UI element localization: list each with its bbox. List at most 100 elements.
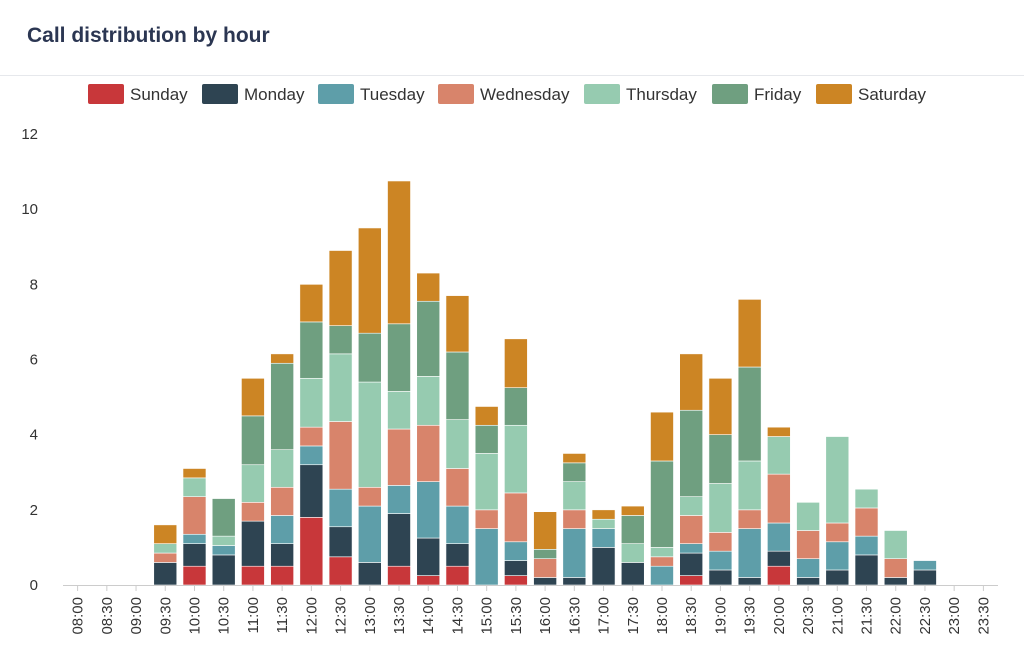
bar-stack-1600[interactable]	[533, 511, 557, 586]
bar-segment-thursday[interactable]	[387, 391, 411, 430]
legend-item-monday[interactable]: Monday	[202, 84, 305, 104]
bar-segment-wednesday[interactable]	[796, 530, 820, 559]
bar-stack-0930[interactable]	[153, 524, 178, 586]
bar-stack-1800[interactable]	[650, 411, 674, 586]
bar-segment-tuesday[interactable]	[591, 528, 616, 548]
bar-segment-friday[interactable]	[708, 434, 733, 484]
bar-segment-sunday[interactable]	[299, 517, 324, 586]
bar-segment-thursday[interactable]	[153, 543, 178, 554]
bar-segment-friday[interactable]	[328, 325, 353, 355]
bar-segment-thursday[interactable]	[737, 460, 762, 511]
bar-segment-tuesday[interactable]	[299, 445, 324, 466]
bar-segment-sunday[interactable]	[270, 565, 294, 586]
bar-segment-tuesday[interactable]	[913, 560, 937, 571]
bar-segment-thursday[interactable]	[591, 518, 616, 529]
bar-stack-2230[interactable]	[913, 560, 937, 586]
legend-item-tuesday[interactable]: Tuesday	[318, 84, 425, 104]
bar-segment-saturday[interactable]	[591, 509, 616, 520]
bar-stack-1730[interactable]	[620, 505, 645, 586]
bar-segment-saturday[interactable]	[708, 377, 733, 435]
bar-segment-wednesday[interactable]	[270, 486, 294, 516]
bar-stack-2000[interactable]	[767, 426, 791, 586]
bar-segment-saturday[interactable]	[299, 284, 324, 323]
bar-segment-wednesday[interactable]	[474, 509, 499, 529]
bar-segment-sunday[interactable]	[241, 565, 265, 586]
bar-segment-tuesday[interactable]	[854, 535, 879, 556]
bar-segment-wednesday[interactable]	[182, 496, 207, 535]
bar-segment-monday[interactable]	[883, 577, 908, 586]
bar-segment-thursday[interactable]	[416, 376, 441, 426]
bar-segment-tuesday[interactable]	[650, 565, 674, 586]
bar-segment-tuesday[interactable]	[767, 522, 791, 552]
bar-stack-1330[interactable]	[387, 180, 411, 586]
bar-segment-sunday[interactable]	[445, 565, 470, 586]
bar-segment-friday[interactable]	[416, 300, 441, 377]
bar-segment-thursday[interactable]	[445, 419, 470, 469]
bar-segment-wednesday[interactable]	[416, 424, 441, 482]
bar-segment-sunday[interactable]	[387, 565, 411, 586]
bar-segment-monday[interactable]	[299, 464, 324, 518]
bar-segment-friday[interactable]	[299, 321, 324, 379]
bar-segment-thursday[interactable]	[474, 453, 499, 511]
bar-segment-thursday[interactable]	[708, 483, 733, 533]
bar-segment-wednesday[interactable]	[387, 428, 411, 486]
bar-segment-friday[interactable]	[387, 323, 411, 392]
bar-segment-thursday[interactable]	[357, 381, 382, 488]
bar-stack-1400[interactable]	[416, 272, 441, 586]
bar-segment-friday[interactable]	[533, 548, 557, 559]
bar-segment-saturday[interactable]	[562, 453, 587, 464]
bar-segment-saturday[interactable]	[241, 377, 265, 417]
bar-stack-1030[interactable]	[211, 498, 236, 586]
bar-segment-thursday[interactable]	[270, 449, 294, 488]
bar-segment-wednesday[interactable]	[357, 486, 382, 507]
bar-segment-friday[interactable]	[474, 424, 499, 454]
bar-segment-friday[interactable]	[357, 332, 382, 383]
bar-segment-tuesday[interactable]	[182, 533, 207, 544]
bar-stack-1430[interactable]	[445, 295, 470, 586]
bar-segment-wednesday[interactable]	[767, 473, 791, 524]
bar-segment-sunday[interactable]	[416, 575, 441, 586]
bar-segment-monday[interactable]	[153, 562, 178, 586]
bar-segment-thursday[interactable]	[883, 530, 908, 559]
bar-segment-wednesday[interactable]	[533, 558, 557, 578]
bar-segment-saturday[interactable]	[679, 353, 704, 411]
bar-segment-monday[interactable]	[328, 526, 353, 558]
bar-segment-thursday[interactable]	[796, 502, 820, 531]
bar-segment-monday[interactable]	[533, 577, 557, 586]
bar-segment-thursday[interactable]	[767, 436, 791, 475]
bar-segment-monday[interactable]	[796, 577, 820, 586]
bar-stack-1930[interactable]	[737, 299, 762, 586]
bar-segment-saturday[interactable]	[650, 411, 674, 462]
bar-stack-1630[interactable]	[562, 453, 587, 586]
bar-segment-saturday[interactable]	[474, 406, 499, 426]
bar-segment-monday[interactable]	[620, 562, 645, 586]
bar-segment-saturday[interactable]	[533, 511, 557, 550]
bar-segment-saturday[interactable]	[416, 272, 441, 302]
bar-segment-thursday[interactable]	[504, 424, 528, 494]
bar-stack-1100[interactable]	[241, 377, 265, 586]
bar-segment-monday[interactable]	[211, 554, 236, 586]
bar-segment-saturday[interactable]	[153, 524, 178, 544]
bar-stack-2200[interactable]	[883, 530, 908, 586]
bar-segment-sunday[interactable]	[679, 575, 704, 586]
bar-segment-tuesday[interactable]	[474, 528, 499, 586]
bar-segment-saturday[interactable]	[445, 295, 470, 353]
bar-segment-tuesday[interactable]	[328, 488, 353, 528]
bar-segment-friday[interactable]	[620, 515, 645, 544]
bar-segment-wednesday[interactable]	[825, 522, 850, 543]
bar-segment-wednesday[interactable]	[153, 552, 178, 563]
bar-segment-wednesday[interactable]	[504, 492, 528, 543]
bar-segment-friday[interactable]	[504, 387, 528, 426]
bar-segment-monday[interactable]	[445, 543, 470, 567]
bar-segment-wednesday[interactable]	[650, 556, 674, 567]
legend-item-friday[interactable]: Friday	[712, 84, 802, 104]
bar-segment-wednesday[interactable]	[299, 426, 324, 447]
bar-segment-monday[interactable]	[591, 547, 616, 586]
bar-segment-sunday[interactable]	[182, 565, 207, 586]
bar-segment-tuesday[interactable]	[270, 515, 294, 544]
bar-segment-thursday[interactable]	[854, 488, 879, 509]
bar-segment-monday[interactable]	[737, 577, 762, 586]
bar-segment-friday[interactable]	[737, 366, 762, 462]
bar-segment-monday[interactable]	[504, 560, 528, 576]
bar-segment-tuesday[interactable]	[825, 541, 850, 571]
